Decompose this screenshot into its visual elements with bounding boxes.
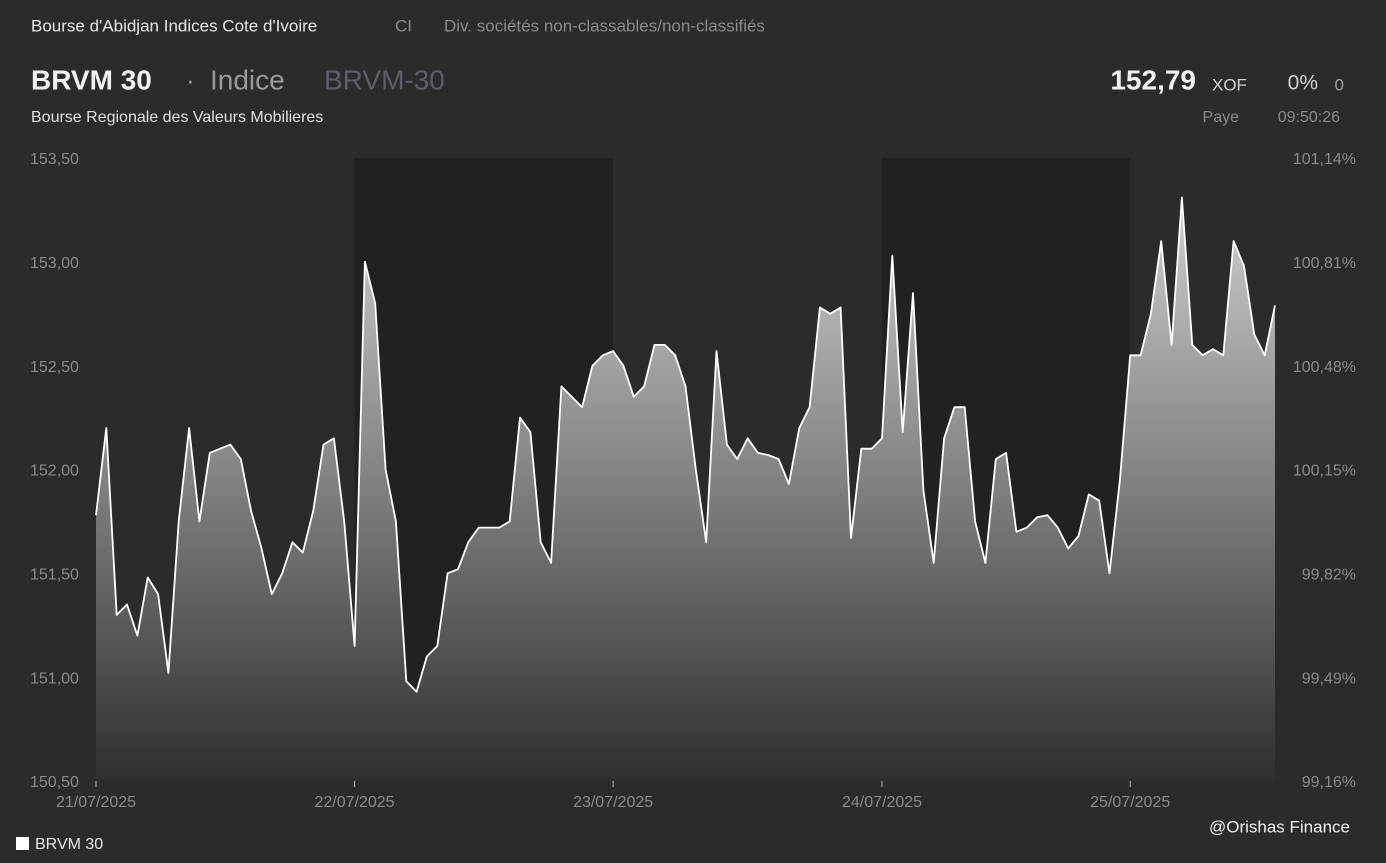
area (96, 197, 1275, 781)
name: BRVM 30 (31, 64, 152, 95)
y-tick-label: 151,00 (30, 670, 79, 687)
x-tick-label: 23/07/2025 (573, 794, 653, 811)
kind: Indice (210, 64, 285, 95)
change: 0 (1335, 75, 1344, 94)
y2-tick-label: 100,48% (1293, 359, 1356, 376)
country: CI (395, 16, 412, 35)
y2-tick-label: 99,16% (1302, 774, 1356, 791)
watermark: @Orishas Finance (1209, 817, 1350, 836)
y2-tick-label: 100,15% (1293, 463, 1356, 480)
sector: Div. sociétés non-classables/non-classif… (444, 16, 765, 35)
separator: · (186, 65, 195, 95)
currency: XOF (1212, 75, 1247, 94)
change-pct: 0% (1288, 72, 1318, 95)
x-tick-label: 25/07/2025 (1090, 794, 1170, 811)
y-tick-label: 152,00 (30, 463, 79, 480)
x-tick-label: 24/07/2025 (842, 794, 922, 811)
y-tick-label: 150,50 (30, 774, 79, 791)
legend-label: BRVM 30 (35, 836, 103, 853)
code: BRVM-30 (324, 64, 445, 95)
y-tick-label: 151,50 (30, 567, 79, 584)
y-tick-label: 153,50 (30, 151, 79, 168)
status: Paye (1203, 109, 1240, 126)
y2-tick-label: 100,81% (1293, 255, 1356, 272)
y-tick-label: 153,00 (30, 255, 79, 272)
legend-swatch (16, 837, 29, 850)
x-tick-label: 21/07/2025 (56, 794, 136, 811)
x-tick-label: 22/07/2025 (315, 794, 395, 811)
y2-tick-label: 99,49% (1302, 670, 1356, 687)
time: 09:50:26 (1278, 109, 1340, 126)
y-tick-label: 152,50 (30, 359, 79, 376)
y2-tick-label: 101,14% (1293, 151, 1356, 168)
plot: 150,50 151,00 151,50 152,00 152,50 153,00 153,… (30, 151, 1356, 811)
last-price: 152,79 (1110, 64, 1196, 95)
market: Bourse Regionale des Valeurs Mobilieres (31, 109, 323, 126)
y2-tick-label: 99,82% (1302, 567, 1356, 584)
line (95, 196, 1276, 693)
exchange: Bourse d'Abidjan Indices Cote d'Ivoire (31, 16, 317, 35)
